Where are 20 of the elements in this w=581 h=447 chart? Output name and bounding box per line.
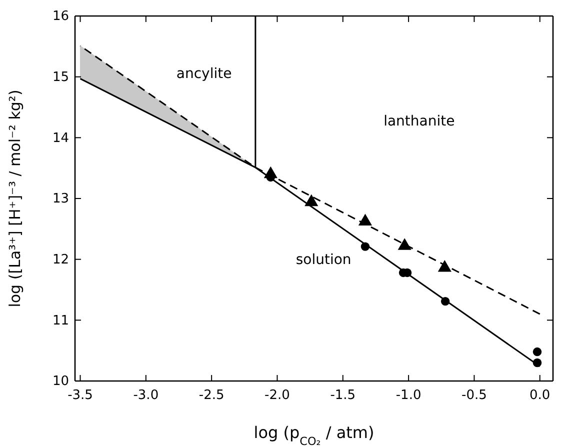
x-tick-label: -2.5 xyxy=(198,388,224,404)
y-axis-title: log ([La³⁺] [H⁺]⁻³ / mol⁻² kg²) xyxy=(6,90,24,308)
y-tick-label: 10 xyxy=(52,374,69,390)
x-axis-title: log (p$_{CO₂}$ / atm) xyxy=(254,423,374,447)
y-tick-label: 12 xyxy=(52,252,69,268)
x-tick-label: -3.5 xyxy=(68,388,93,404)
annotation: ancylite xyxy=(176,66,232,82)
x-tick-label: -1.5 xyxy=(330,388,356,404)
x-tick-label: -2.0 xyxy=(264,388,290,404)
y-tick-label: 14 xyxy=(52,130,69,146)
y-tick-label: 13 xyxy=(52,192,69,207)
x-tick-label: -0.5 xyxy=(462,388,487,404)
annotation: lanthanite xyxy=(384,114,455,130)
y-tick-label: 15 xyxy=(52,70,69,85)
y-tick-label: 11 xyxy=(52,313,69,328)
x-tick-label: 0.0 xyxy=(530,388,550,404)
x-tick-label: -1.0 xyxy=(396,388,422,404)
y-tick-label: 16 xyxy=(52,9,69,24)
x-tick-label: -3.0 xyxy=(133,388,159,404)
annotation: solution xyxy=(296,252,352,268)
